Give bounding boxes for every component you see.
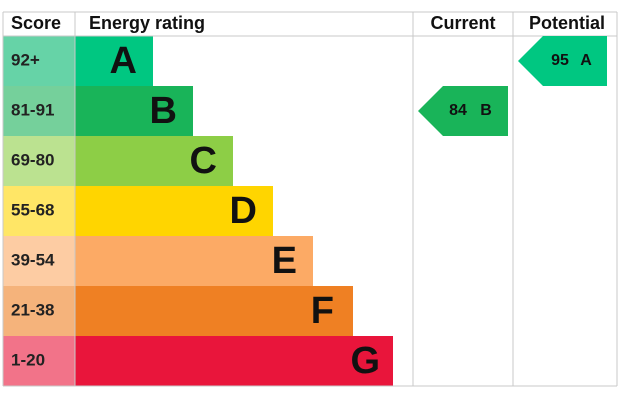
band-bar (75, 236, 313, 286)
score-label: 1-20 (11, 350, 45, 369)
header-rating: Energy rating (89, 13, 205, 33)
score-cell (3, 186, 75, 236)
score-cell (3, 36, 75, 86)
header-potential: Potential (529, 13, 605, 33)
band-letter: D (230, 190, 257, 232)
score-cell (3, 136, 75, 186)
band-letter: E (272, 240, 297, 282)
score-cell (3, 286, 75, 336)
score-cell (3, 236, 75, 286)
potential-letter: A (580, 52, 592, 69)
score-cell (3, 86, 75, 136)
score-label: 69-80 (11, 150, 54, 169)
potential-value: 95 (551, 52, 569, 69)
band-letter: A (110, 40, 137, 82)
band-bar (75, 336, 393, 386)
band-bar (75, 86, 193, 136)
band-letter: B (150, 90, 177, 132)
current-arrow (418, 86, 508, 136)
band-bar (75, 186, 273, 236)
current-value: 84 (449, 102, 467, 119)
band-bar (75, 36, 153, 86)
score-label: 92+ (11, 50, 40, 69)
band-bar (75, 286, 353, 336)
score-label: 39-54 (11, 250, 55, 269)
band-letter: F (311, 290, 334, 332)
band-letter: G (350, 340, 380, 382)
current-letter: B (480, 102, 492, 119)
score-label: 55-68 (11, 200, 54, 219)
band-letter: C (190, 140, 217, 182)
score-label: 21-38 (11, 300, 54, 319)
potential-arrow (518, 36, 607, 86)
score-label: 81-91 (11, 100, 54, 119)
header-current: Current (430, 13, 495, 33)
band-bar (75, 136, 233, 186)
score-cell (3, 336, 75, 386)
header-score: Score (11, 13, 61, 33)
